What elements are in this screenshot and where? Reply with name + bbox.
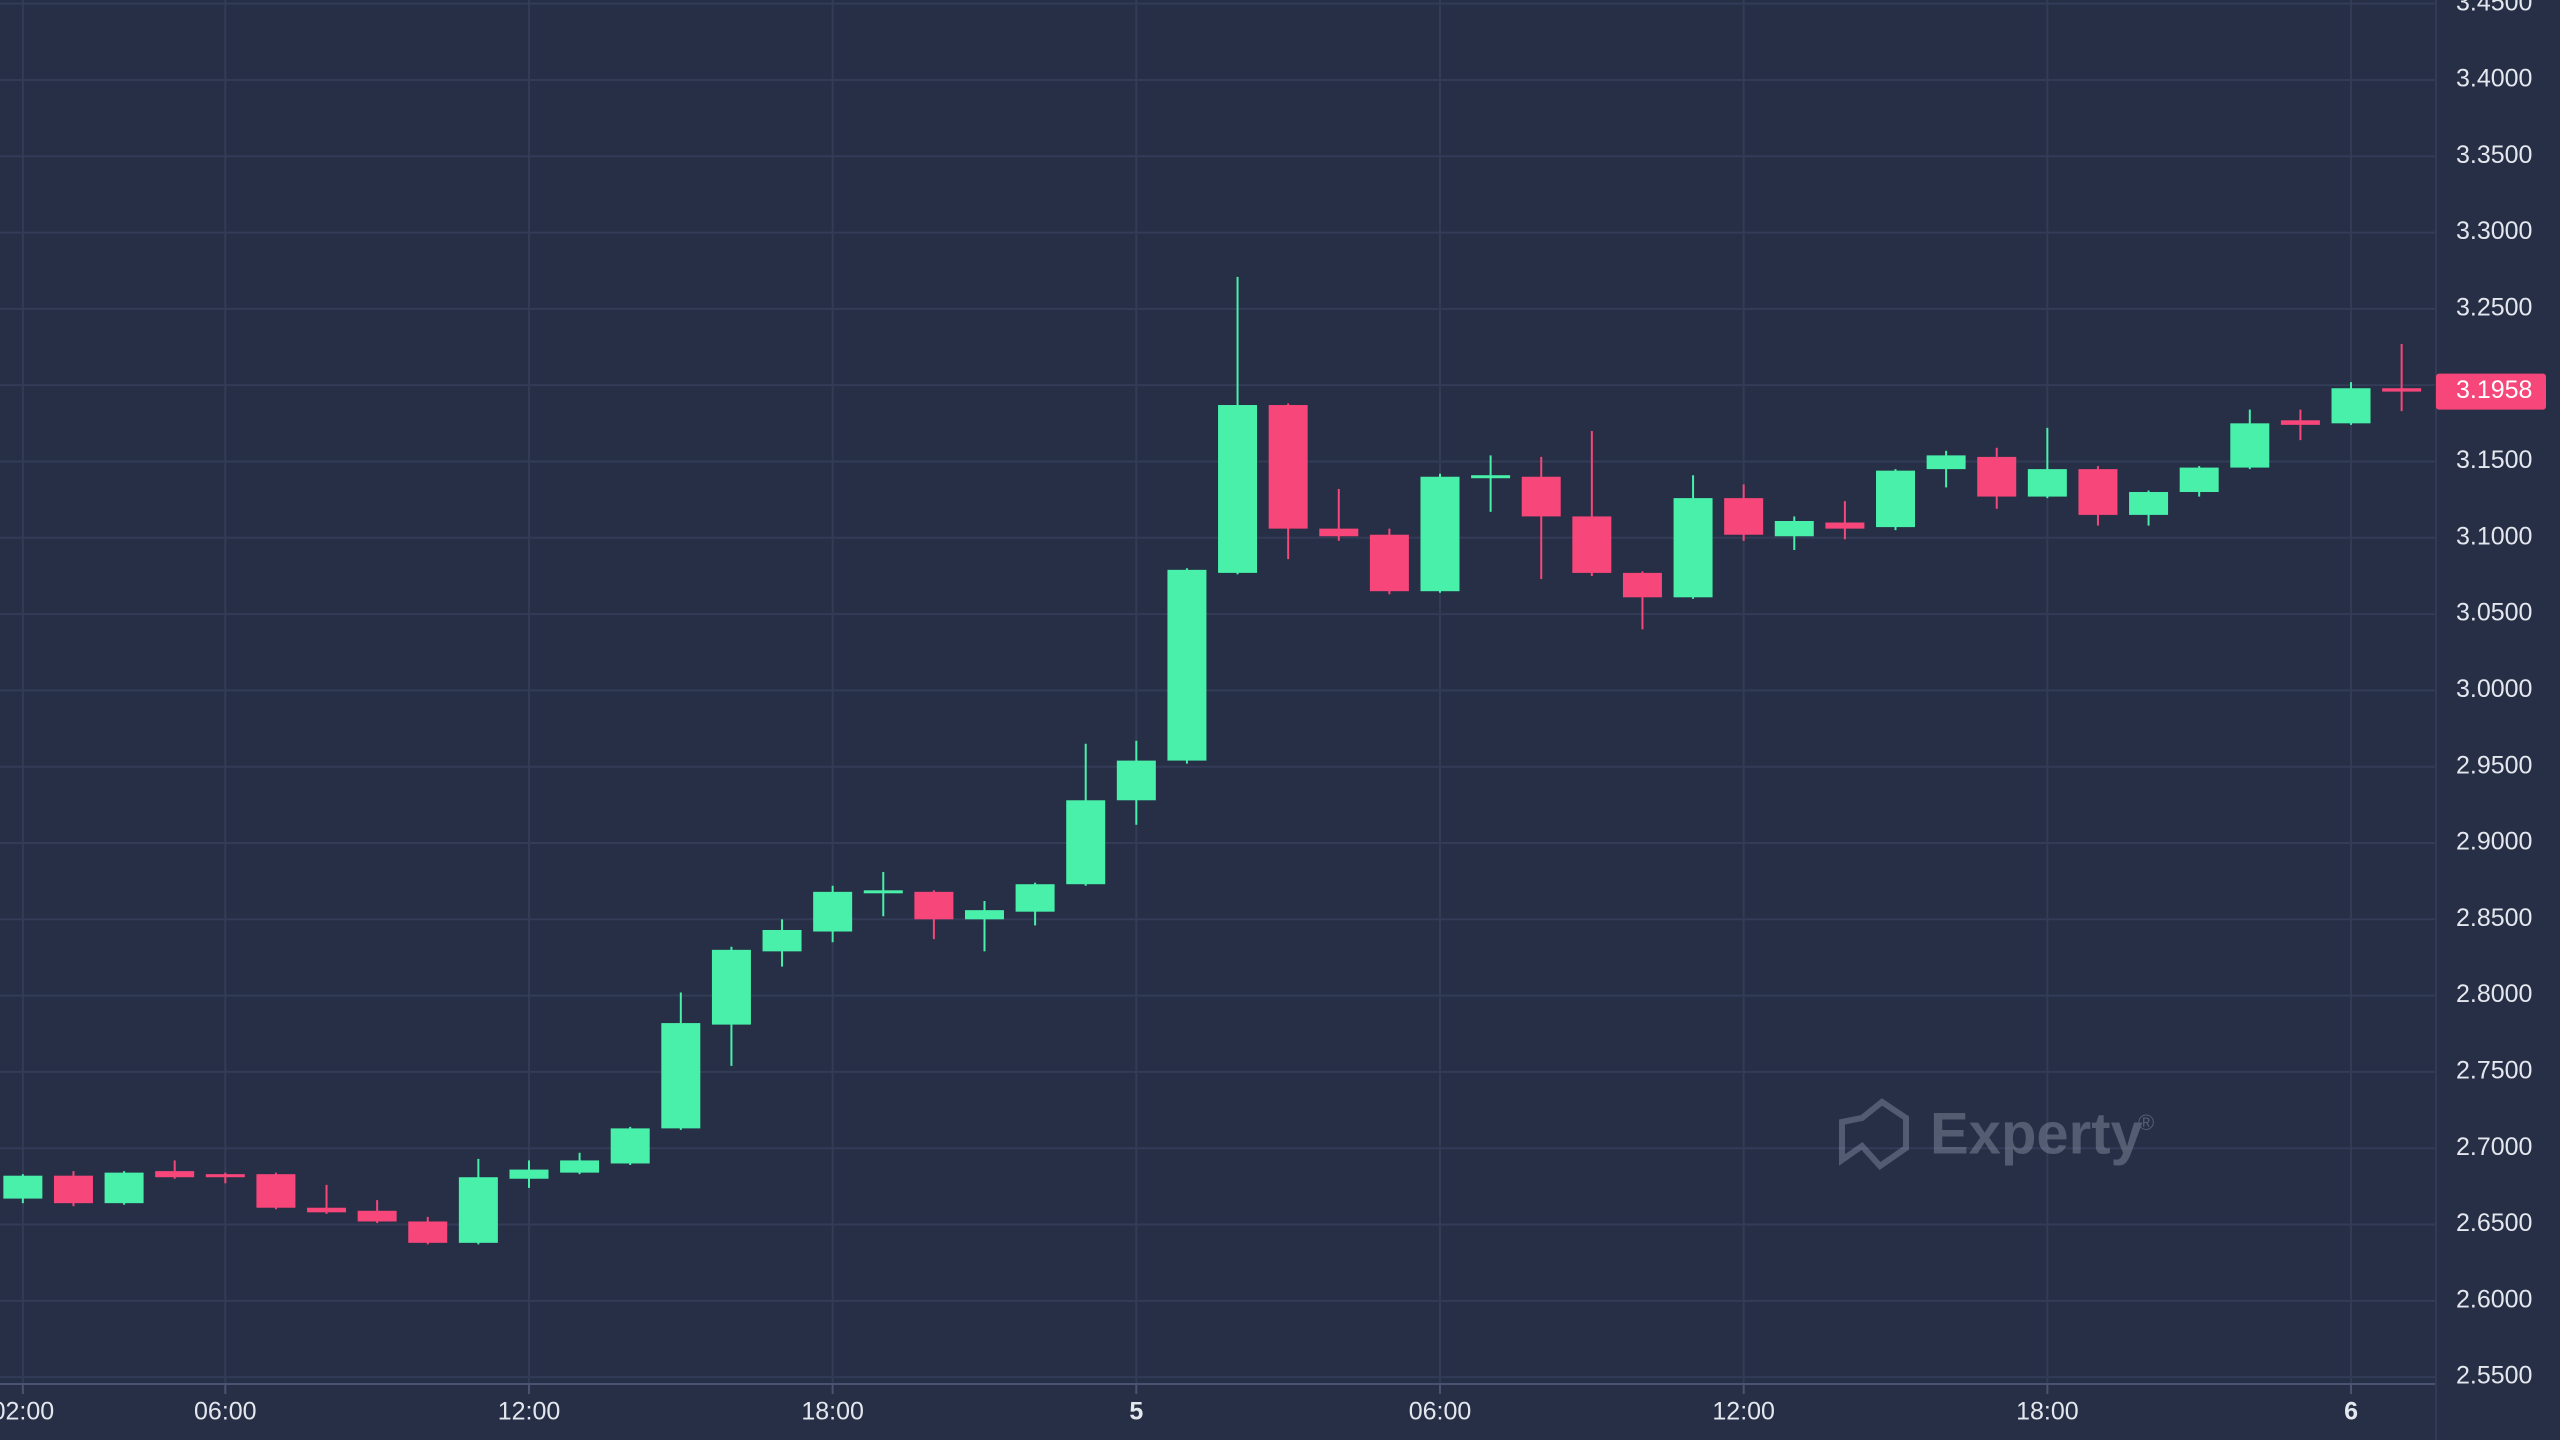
candle-body (1015, 884, 1055, 912)
candle-body (711, 949, 751, 1025)
candle-body (2129, 492, 2169, 515)
y-tick-label: 2.7500 (2456, 1057, 2532, 1085)
candle-body (1420, 476, 1460, 592)
candle-body (53, 1175, 93, 1204)
candle-body (458, 1177, 498, 1243)
y-tick-label: 2.7000 (2456, 1133, 2532, 1161)
candle-body (1926, 455, 1966, 470)
watermark-logo (1839, 1098, 1909, 1170)
x-tick-label: 02:00 (0, 1398, 54, 1426)
y-tick-label: 2.6000 (2456, 1285, 2532, 1313)
y-tick-label: 3.2500 (2456, 293, 2532, 321)
candle-body (2280, 420, 2320, 425)
y-tick-label: 3.0000 (2456, 675, 2532, 703)
x-tick-label: 18:00 (801, 1398, 864, 1426)
candle-body (2078, 469, 2118, 515)
watermark: Experty ® (1839, 1098, 2154, 1170)
y-tick-label: 2.6500 (2456, 1209, 2532, 1237)
candle-body (1724, 498, 1764, 535)
candle-body (1977, 456, 2017, 497)
candle-body (1673, 498, 1713, 598)
candle-body (610, 1128, 650, 1164)
y-tick-label: 2.5500 (2456, 1362, 2532, 1390)
candle-body (1521, 476, 1561, 517)
x-tick-label: 06:00 (1409, 1398, 1472, 1426)
candle-body (2179, 467, 2219, 493)
candle-body (1369, 534, 1409, 592)
candle-body (863, 890, 903, 894)
candle-body (256, 1174, 296, 1208)
y-tick-label: 2.8500 (2456, 904, 2532, 932)
candle-body (1319, 528, 1359, 537)
candle-body (1218, 405, 1258, 573)
x-tick-label: 12:00 (1712, 1398, 1775, 1426)
y-tick-label: 3.4000 (2456, 65, 2532, 93)
x-tick-label: 06:00 (194, 1398, 257, 1426)
candle-body (1471, 475, 1511, 479)
candle-body (661, 1023, 701, 1129)
candle-body (1825, 522, 1865, 529)
y-tick-label: 2.8000 (2456, 980, 2532, 1008)
candle-body (2027, 469, 2067, 497)
candle-body (914, 891, 954, 920)
y-tick-label: 3.1000 (2456, 522, 2532, 550)
candle-body (155, 1171, 195, 1178)
candle-body (104, 1172, 144, 1204)
y-tick-label: 3.0500 (2456, 599, 2532, 627)
y-tick-label: 3.3500 (2456, 141, 2532, 169)
candle-body (964, 910, 1004, 920)
y-tick-label: 2.9500 (2456, 751, 2532, 779)
candle-body (1774, 521, 1814, 537)
last-price-box (2436, 373, 2546, 410)
y-tick-label: 3.1500 (2456, 446, 2532, 474)
candle-body (2382, 388, 2422, 392)
y-tick-label: 2.9000 (2456, 828, 2532, 856)
y-tick-label: 3.3000 (2456, 217, 2532, 245)
x-tick-label: 12:00 (498, 1398, 561, 1426)
candle-body (1622, 572, 1662, 598)
watermark-text: Experty (1930, 1101, 2143, 1166)
candle-body (307, 1207, 347, 1213)
candle-body (1876, 470, 1916, 528)
candle-body (357, 1210, 397, 1222)
x-tick-label: 5 (1129, 1398, 1143, 1426)
candle-body (1572, 516, 1612, 573)
candle-body (2230, 423, 2270, 468)
y-tick-label: 3.4500 (2456, 0, 2532, 16)
x-tick-label: 18:00 (2016, 1398, 2079, 1426)
watermark-mark: ® (2138, 1110, 2154, 1135)
x-tick-label: 6 (2344, 1398, 2358, 1426)
candle-body (1116, 760, 1156, 801)
candle-body (1268, 405, 1308, 529)
candle-body (408, 1221, 448, 1243)
candle-body (1066, 800, 1106, 885)
grid (0, 0, 2436, 1384)
candle-body (1167, 569, 1207, 761)
candle-body (205, 1174, 245, 1178)
candle-body (762, 929, 802, 952)
candle-body (3, 1175, 43, 1199)
candle-body (2331, 388, 2371, 424)
last-price-label: 3.1958 (2456, 376, 2532, 404)
candles (3, 276, 2422, 1245)
candle-body (560, 1160, 600, 1173)
candle-body (509, 1169, 549, 1179)
candle-body (813, 891, 853, 932)
